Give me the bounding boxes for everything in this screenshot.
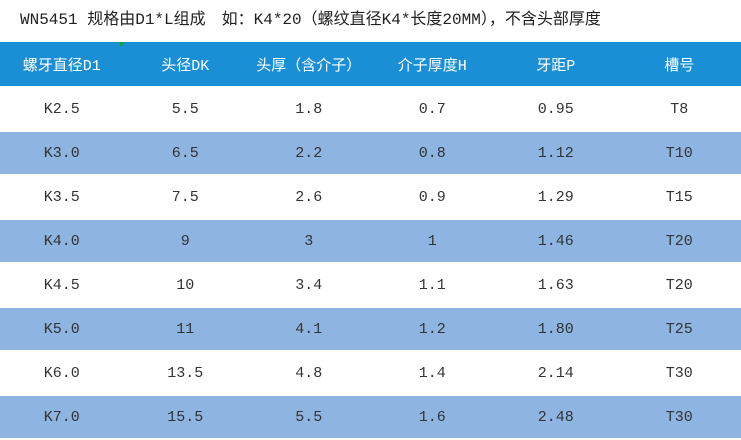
table-cell: 1.2 — [370, 307, 494, 352]
table-cell: 1.8 — [247, 87, 371, 132]
table-cell: T10 — [617, 131, 741, 176]
table-cell: 2.48 — [494, 395, 618, 440]
table-cell: K4.0 — [0, 219, 124, 264]
table-cell: 7.5 — [123, 175, 247, 220]
table-cell: T15 — [617, 175, 741, 220]
table-cell: 5.5 — [247, 395, 371, 440]
table-cell: 4.8 — [247, 351, 371, 396]
table-cell: T25 — [617, 307, 741, 352]
column-header: 槽号 — [617, 42, 741, 88]
table-cell: T30 — [617, 351, 741, 396]
table-cell: 9 — [123, 219, 247, 264]
table-cell: 1.6 — [370, 395, 494, 440]
column-header: 介子厚度H — [370, 42, 494, 88]
column-header: 牙距P — [494, 42, 618, 88]
table-cell: 2.14 — [494, 351, 618, 396]
table-cell: K3.5 — [0, 175, 124, 220]
table-cell: 3 — [247, 219, 371, 264]
table-row: K4.5 10 3.4 1.1 1.63 T20 — [0, 263, 741, 308]
column-header: 螺牙直径D1 — [0, 42, 124, 88]
table-cell: 1.12 — [494, 131, 618, 176]
table-cell: 2.6 — [247, 175, 371, 220]
table-cell: T30 — [617, 395, 741, 440]
column-header: 头厚（含介子） — [247, 42, 371, 88]
table-cell: 0.9 — [370, 175, 494, 220]
table-cell: 1.63 — [494, 263, 618, 308]
table-cell: T20 — [617, 219, 741, 264]
table-cell: 11 — [123, 307, 247, 352]
table-row: K2.5 5.5 1.8 0.7 0.95 T8 — [0, 87, 741, 132]
table-cell: 15.5 — [123, 395, 247, 440]
table-row: K3.0 6.5 2.2 0.8 1.12 T10 — [0, 131, 741, 176]
table-cell: K4.5 — [0, 263, 124, 308]
table-cell: K3.0 — [0, 131, 124, 176]
spec-table: 螺牙直径D1 头径DK 头厚（含介子） 介子厚度H 牙距P 槽号 K2.5 5.5 1.8 0.… — [0, 42, 741, 440]
table-cell: 1.4 — [370, 351, 494, 396]
table-cell: 1.46 — [494, 219, 618, 264]
cell-marker — [120, 42, 125, 47]
table-row: K3.5 7.5 2.6 0.9 1.29 T15 — [0, 175, 741, 220]
title: WN5451 规格由D1*L组成 如：K4*20（螺纹直径K4*长度20MM），… — [20, 11, 601, 29]
table-row: K6.0 13.5 4.8 1.4 2.14 T30 — [0, 351, 741, 396]
table-cell: 0.7 — [370, 87, 494, 132]
table-cell: K7.0 — [0, 395, 124, 440]
table-cell: T8 — [617, 87, 741, 132]
table-cell: 10 — [123, 263, 247, 308]
table-cell: K2.5 — [0, 87, 124, 132]
header-row: 螺牙直径D1 头径DK 头厚（含介子） 介子厚度H 牙距P 槽号 — [0, 42, 741, 88]
table-cell: 0.95 — [494, 87, 618, 132]
table-cell: K5.0 — [0, 307, 124, 352]
table-cell: 1.1 — [370, 263, 494, 308]
table-cell: 1.80 — [494, 307, 618, 352]
column-header: 头径DK — [123, 42, 247, 88]
table-row: K4.0 9 3 1 1.46 T20 — [0, 219, 741, 264]
table-row: K5.0 11 4.1 1.2 1.80 T25 — [0, 307, 741, 352]
table-cell: 4.1 — [247, 307, 371, 352]
table-cell: 13.5 — [123, 351, 247, 396]
table-cell: 1 — [370, 219, 494, 264]
table-cell: 0.8 — [370, 131, 494, 176]
table-cell: 2.2 — [247, 131, 371, 176]
table-cell: 5.5 — [123, 87, 247, 132]
table-body: K2.5 5.5 1.8 0.7 0.95 T8 K3.0 6.5 2.2 0.8 1.12 T10 K… — [0, 87, 741, 440]
table-cell: K6.0 — [0, 351, 124, 396]
table-cell: 6.5 — [123, 131, 247, 176]
table-row: K7.0 15.5 5.5 1.6 2.48 T30 — [0, 395, 741, 440]
table-cell: T20 — [617, 263, 741, 308]
table-cell: 3.4 — [247, 263, 371, 308]
table-cell: 1.29 — [494, 175, 618, 220]
